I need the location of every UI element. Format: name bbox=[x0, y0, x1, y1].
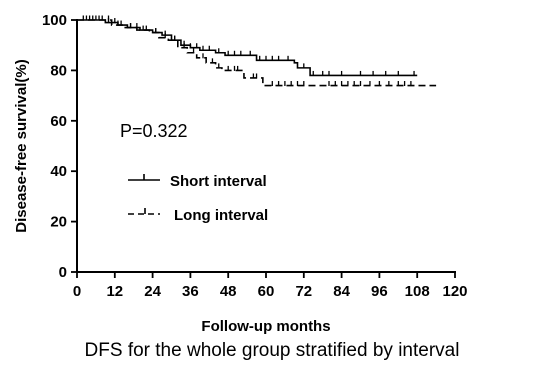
x-tick-label: 72 bbox=[295, 283, 312, 300]
x-tick-label: 108 bbox=[405, 283, 430, 300]
series-line-long-interval bbox=[77, 19, 437, 87]
figure-caption: DFS for the whole group stratified by in… bbox=[85, 340, 460, 361]
p-value-annotation: P=0.322 bbox=[120, 121, 188, 141]
y-tick-label: 20 bbox=[50, 214, 67, 231]
series bbox=[77, 15, 437, 87]
x-tick-label: 120 bbox=[442, 283, 467, 300]
x-tick-label: 60 bbox=[258, 283, 275, 300]
legend: Short interval Long interval bbox=[128, 173, 268, 224]
x-tick-label: 84 bbox=[333, 283, 350, 300]
y-tick-label: 40 bbox=[50, 163, 67, 180]
y-tick-label: 80 bbox=[50, 62, 67, 79]
x-tick-label: 48 bbox=[220, 283, 237, 300]
x-tick-label: 24 bbox=[144, 283, 161, 300]
y-tick-label: 100 bbox=[42, 12, 67, 29]
ticks: 0 12 24 36 48 60 72 84 96 108 120 0 20 40 60 80 100 bbox=[42, 12, 468, 300]
y-tick-label: 60 bbox=[50, 113, 67, 130]
legend-label-short-interval: Short interval bbox=[170, 173, 267, 190]
x-tick-label: 0 bbox=[73, 283, 81, 300]
x-tick-label: 36 bbox=[182, 283, 199, 300]
legend-label-long-interval: Long interval bbox=[174, 207, 268, 224]
y-axis-title: Disease-free survival(%) bbox=[13, 59, 30, 232]
y-tick-label: 0 bbox=[59, 264, 67, 281]
x-tick-label: 96 bbox=[371, 283, 388, 300]
x-axis-title: Follow-up months bbox=[201, 318, 330, 335]
x-tick-label: 12 bbox=[106, 283, 123, 300]
